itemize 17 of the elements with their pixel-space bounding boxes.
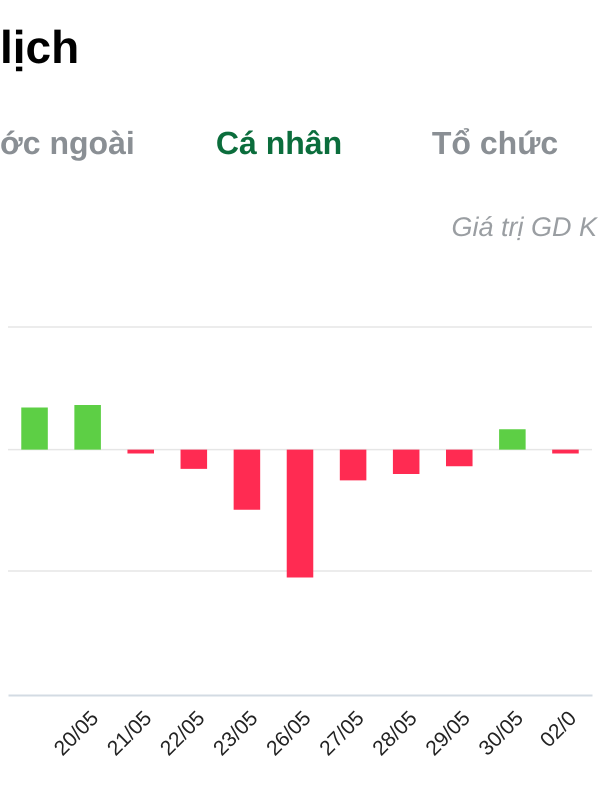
bar — [499, 429, 526, 450]
text: Giá trị GD K — [451, 212, 598, 242]
text: ớc ngoài — [0, 125, 135, 161]
chart-title: lịch — [0, 21, 80, 73]
bar — [180, 450, 208, 469]
bar — [127, 450, 154, 454]
x-tick-label: 02/0 — [536, 706, 582, 752]
bar — [446, 450, 473, 466]
bar — [74, 404, 101, 450]
text: Tổ chức — [432, 125, 558, 161]
bar — [286, 450, 314, 578]
bar — [234, 450, 260, 510]
bar — [392, 450, 420, 474]
bar — [340, 450, 366, 480]
bar — [21, 408, 48, 450]
bar — [552, 450, 579, 454]
text: Cá nhân — [216, 125, 342, 161]
